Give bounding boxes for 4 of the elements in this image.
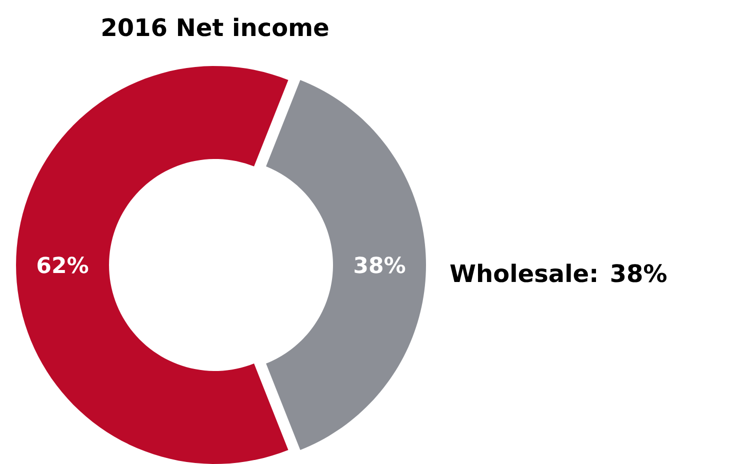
chart-title: 2016 Net income — [102, 18, 328, 36]
data-label: 62% — [38, 256, 88, 274]
data-label: 38% — [354, 256, 406, 274]
slice-label: Wholesale: 38% — [450, 264, 666, 282]
